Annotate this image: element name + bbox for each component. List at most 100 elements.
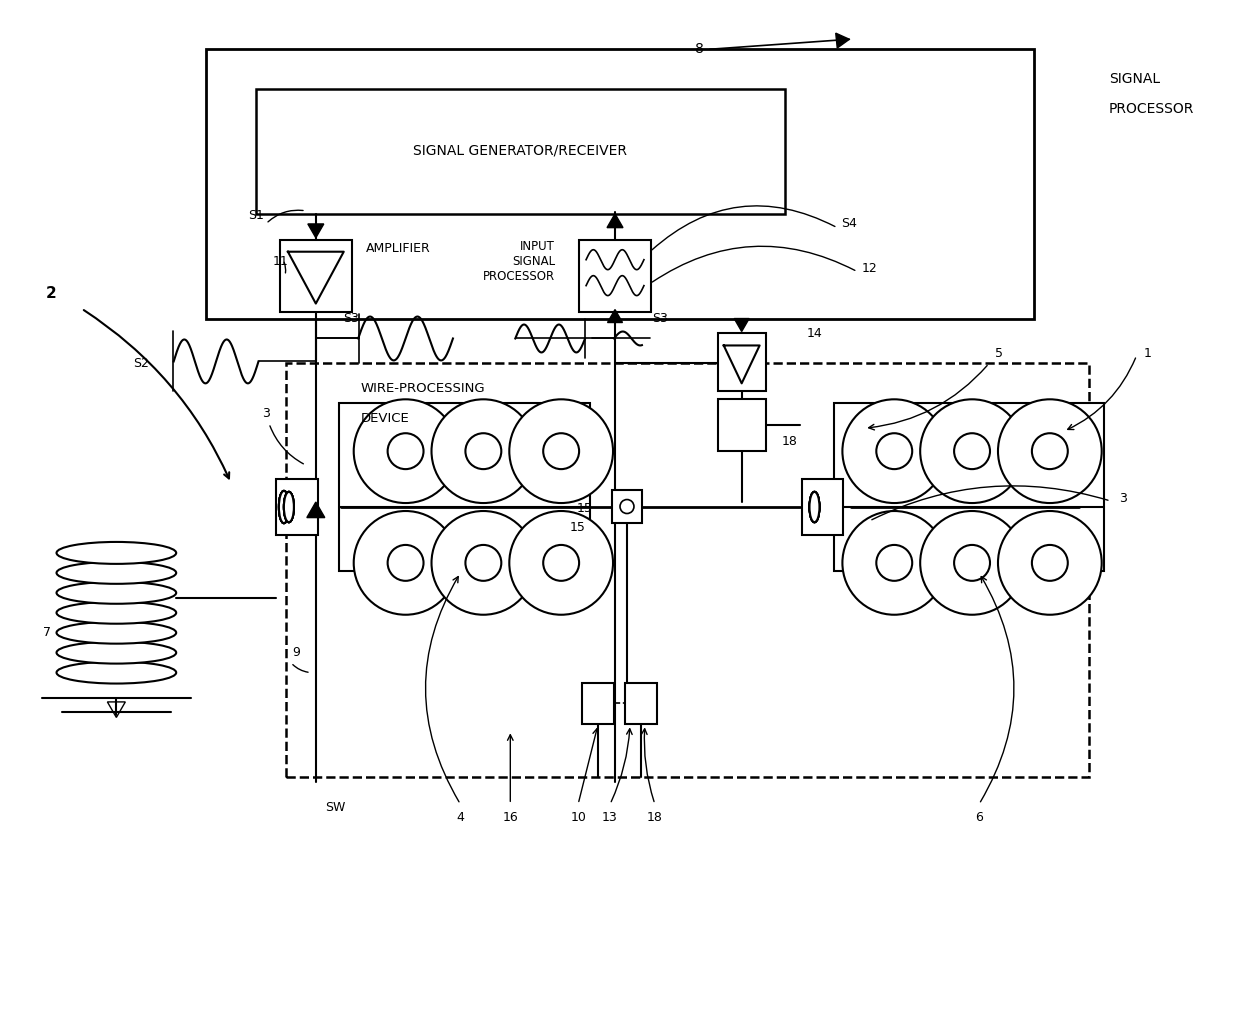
Ellipse shape: [284, 492, 294, 523]
Circle shape: [842, 511, 946, 615]
Circle shape: [543, 545, 579, 581]
Polygon shape: [608, 310, 622, 322]
Text: 9: 9: [291, 646, 300, 659]
Ellipse shape: [810, 492, 820, 523]
Circle shape: [842, 400, 946, 503]
Polygon shape: [306, 502, 325, 518]
Ellipse shape: [284, 492, 294, 523]
Text: 3: 3: [1118, 492, 1126, 504]
Text: S4: S4: [842, 217, 857, 230]
Circle shape: [954, 433, 990, 469]
Polygon shape: [308, 224, 324, 238]
Text: 14: 14: [806, 327, 822, 340]
Text: 15: 15: [577, 502, 591, 514]
Ellipse shape: [284, 492, 294, 523]
Ellipse shape: [284, 492, 294, 523]
Circle shape: [998, 400, 1101, 503]
Text: 18: 18: [647, 811, 663, 823]
Polygon shape: [734, 318, 749, 332]
Circle shape: [877, 433, 913, 469]
Bar: [718, 400, 765, 451]
Ellipse shape: [284, 492, 294, 523]
Ellipse shape: [279, 491, 289, 523]
Circle shape: [465, 433, 501, 469]
Circle shape: [432, 511, 536, 615]
Bar: [835, 403, 1104, 571]
Text: AMPLIFIER: AMPLIFIER: [366, 242, 430, 255]
Text: 10: 10: [570, 811, 587, 823]
Bar: [339, 403, 590, 571]
Text: 3: 3: [262, 407, 270, 419]
Polygon shape: [608, 214, 622, 227]
Circle shape: [1032, 433, 1068, 469]
Circle shape: [388, 433, 424, 469]
Bar: [286, 364, 1089, 777]
Circle shape: [877, 545, 913, 581]
Ellipse shape: [279, 491, 289, 523]
Text: 6: 6: [975, 811, 983, 823]
Text: S1: S1: [248, 210, 264, 222]
Circle shape: [465, 545, 501, 581]
Bar: [613, 490, 642, 523]
Polygon shape: [836, 33, 849, 48]
Ellipse shape: [279, 491, 289, 523]
Text: 7: 7: [42, 626, 51, 639]
Text: 11: 11: [273, 255, 289, 269]
Circle shape: [920, 400, 1024, 503]
Bar: [801, 479, 843, 535]
Ellipse shape: [810, 492, 820, 523]
Ellipse shape: [810, 492, 820, 523]
Ellipse shape: [57, 602, 176, 624]
Text: 2: 2: [46, 286, 57, 301]
Circle shape: [510, 400, 613, 503]
Bar: [280, 240, 352, 312]
Circle shape: [1032, 545, 1068, 581]
Bar: [582, 683, 614, 724]
Ellipse shape: [284, 492, 294, 523]
Ellipse shape: [810, 492, 820, 523]
Text: DEVICE: DEVICE: [361, 412, 409, 425]
Ellipse shape: [57, 641, 176, 663]
Circle shape: [954, 545, 990, 581]
Text: PROCESSOR: PROCESSOR: [1109, 102, 1194, 116]
Text: 12: 12: [862, 262, 877, 275]
Text: 15: 15: [569, 522, 585, 534]
Text: 8: 8: [696, 42, 704, 56]
Circle shape: [620, 500, 634, 513]
Text: S3: S3: [342, 312, 358, 325]
Polygon shape: [724, 345, 760, 383]
Bar: [277, 479, 317, 535]
Bar: [625, 683, 657, 724]
Bar: [206, 50, 1034, 318]
Ellipse shape: [279, 491, 289, 523]
Text: 4: 4: [456, 811, 464, 823]
Polygon shape: [288, 252, 343, 304]
Ellipse shape: [57, 562, 176, 584]
Ellipse shape: [810, 492, 820, 523]
Ellipse shape: [57, 622, 176, 644]
Ellipse shape: [810, 492, 820, 523]
Circle shape: [353, 511, 458, 615]
Bar: [255, 89, 785, 214]
Ellipse shape: [57, 542, 176, 564]
Circle shape: [920, 511, 1024, 615]
Text: 18: 18: [781, 435, 797, 447]
Text: WIRE-PROCESSING: WIRE-PROCESSING: [361, 382, 485, 395]
Ellipse shape: [57, 661, 176, 684]
Bar: [718, 334, 765, 392]
Ellipse shape: [57, 582, 176, 603]
Text: 1: 1: [1143, 347, 1152, 359]
Text: S3: S3: [652, 312, 668, 325]
Text: 5: 5: [994, 347, 1003, 359]
Circle shape: [388, 545, 424, 581]
Bar: [579, 240, 651, 312]
Ellipse shape: [279, 491, 289, 523]
Text: SW: SW: [326, 801, 346, 814]
Text: SIGNAL: SIGNAL: [1109, 72, 1159, 86]
Text: SIGNAL GENERATOR/RECEIVER: SIGNAL GENERATOR/RECEIVER: [413, 144, 627, 158]
Circle shape: [432, 400, 536, 503]
Text: INPUT
SIGNAL
PROCESSOR: INPUT SIGNAL PROCESSOR: [484, 241, 556, 283]
Text: 16: 16: [502, 811, 518, 823]
Circle shape: [543, 433, 579, 469]
Circle shape: [998, 511, 1101, 615]
